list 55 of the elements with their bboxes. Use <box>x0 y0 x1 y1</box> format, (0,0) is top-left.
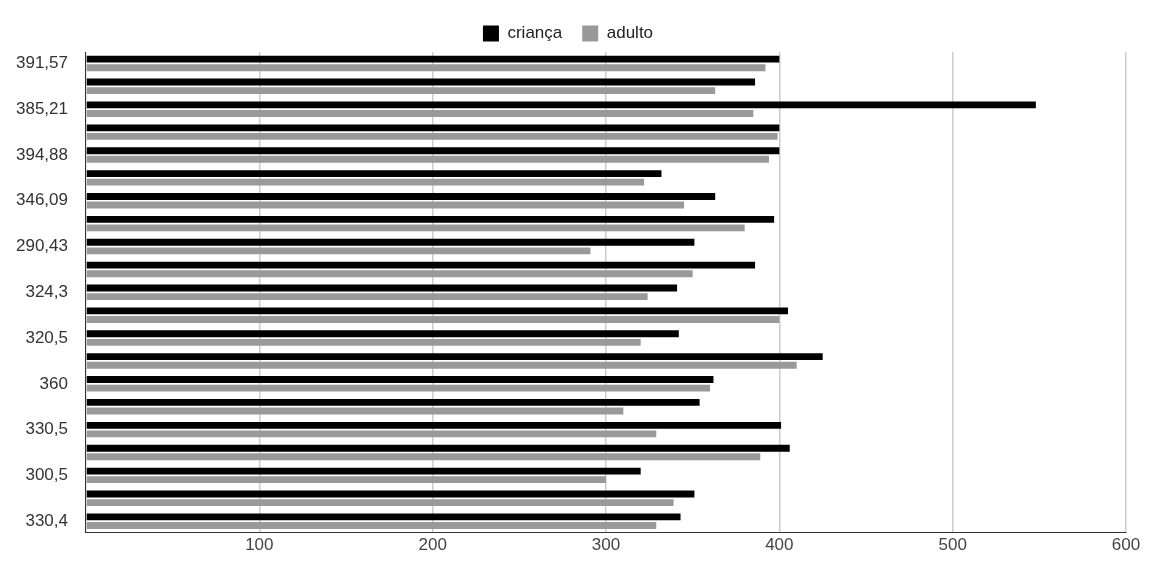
bar <box>86 132 778 140</box>
x-tick-label: 200 <box>418 535 447 555</box>
y-tick-label: 385,21 <box>16 98 68 118</box>
bar <box>86 147 780 155</box>
y-tick-label: 330,4 <box>25 510 68 530</box>
bar <box>86 522 657 529</box>
y-tick-label: 320,5 <box>25 327 68 347</box>
bar <box>86 178 645 186</box>
y-tick-label: 300,5 <box>25 465 68 485</box>
bar <box>86 193 716 200</box>
bar <box>86 316 780 323</box>
bar <box>86 238 695 246</box>
bar <box>86 110 754 117</box>
bar <box>86 330 679 338</box>
y-tick-label: 391,57 <box>16 53 68 73</box>
bar <box>86 338 641 346</box>
x-tick-label: 600 <box>1111 535 1141 555</box>
y-tick-label: 346,09 <box>16 190 68 210</box>
bar <box>86 64 766 72</box>
bar <box>86 399 700 406</box>
x-tick-label: 500 <box>938 535 967 555</box>
bar <box>86 155 769 163</box>
y-tick-label: 290,43 <box>16 236 68 256</box>
x-tick-label: 100 <box>245 535 274 555</box>
y-tick-label: 394,88 <box>16 144 68 164</box>
bar <box>86 293 648 301</box>
x-tick-label: 300 <box>591 535 621 555</box>
x-tick-label: 400 <box>765 535 794 555</box>
legend-label: adulto <box>606 23 654 43</box>
bar <box>86 467 641 475</box>
legend-label: criança <box>507 23 563 43</box>
bar <box>86 476 606 484</box>
bar <box>86 247 591 255</box>
y-tick-label: 324,3 <box>25 281 68 301</box>
bar <box>86 170 662 178</box>
bar <box>86 513 681 521</box>
bar <box>86 453 761 461</box>
bar <box>86 215 775 223</box>
bar <box>86 307 788 315</box>
y-tick-label: 360 <box>39 373 68 393</box>
bar <box>86 361 797 369</box>
bar <box>86 376 714 383</box>
bar <box>86 87 716 95</box>
bar <box>86 124 780 132</box>
bar <box>86 261 756 269</box>
bar <box>86 421 782 429</box>
bar <box>86 384 710 392</box>
bar <box>86 430 657 438</box>
bar <box>86 270 693 278</box>
bar <box>86 499 674 506</box>
bar <box>86 353 823 361</box>
bar <box>86 101 1036 109</box>
y-tick-label: 330,5 <box>25 419 68 439</box>
bar <box>86 444 790 452</box>
bar <box>86 55 780 63</box>
